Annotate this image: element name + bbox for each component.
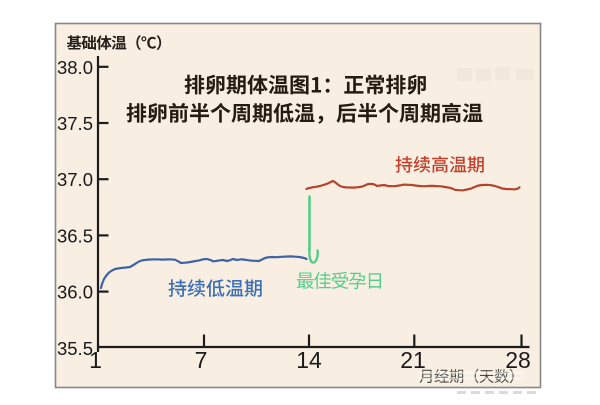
svg-text:37.0: 37.0 [57,169,93,190]
svg-text:37.5: 37.5 [57,113,93,134]
svg-text:28: 28 [505,347,531,373]
svg-text:1: 1 [89,347,102,373]
svg-text:38.0: 38.0 [57,57,93,78]
svg-text:36.0: 36.0 [57,282,93,303]
svg-text:36.5: 36.5 [57,225,93,246]
svg-text:35.5: 35.5 [57,338,93,359]
svg-text:14: 14 [296,347,322,373]
svg-text:7: 7 [195,347,208,373]
svg-text:21: 21 [400,347,426,373]
